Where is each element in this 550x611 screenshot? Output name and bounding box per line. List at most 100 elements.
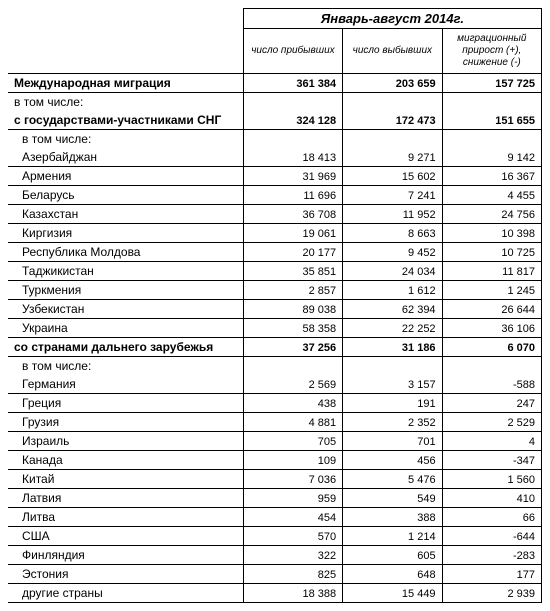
row-label: Таджикистан xyxy=(8,262,243,281)
table-row: Таджикистан35 85124 03411 817 xyxy=(8,262,542,281)
table-row: Эстония825648177 xyxy=(8,565,542,584)
cell-net: 6 070 xyxy=(442,338,541,357)
row-label: Китай xyxy=(8,470,243,489)
cell-departed: 549 xyxy=(343,489,442,508)
cell-arrived: 361 384 xyxy=(243,74,342,93)
table-row: другие страны18 38815 4492 939 xyxy=(8,584,542,603)
cell-net xyxy=(442,130,541,149)
table-row: со странами дальнего зарубежья37 25631 1… xyxy=(8,338,542,357)
cell-arrived: 438 xyxy=(243,394,342,413)
row-label: Киргизия xyxy=(8,224,243,243)
cell-arrived: 2 569 xyxy=(243,375,342,394)
cell-arrived: 18 413 xyxy=(243,148,342,167)
table-row: Литва45438866 xyxy=(8,508,542,527)
cell-net: 11 817 xyxy=(442,262,541,281)
cell-net: 10 725 xyxy=(442,243,541,262)
cell-arrived: 322 xyxy=(243,546,342,565)
cell-net: 4 xyxy=(442,432,541,451)
cell-arrived: 58 358 xyxy=(243,319,342,338)
cell-net: 10 398 xyxy=(442,224,541,243)
cell-departed: 1 214 xyxy=(343,527,442,546)
cell-net: -588 xyxy=(442,375,541,394)
cell-departed: 9 452 xyxy=(343,243,442,262)
table-row: Республика Молдова20 1779 45210 725 xyxy=(8,243,542,262)
cell-departed: 191 xyxy=(343,394,442,413)
row-label: Финляндия xyxy=(8,546,243,565)
cell-departed: 605 xyxy=(343,546,442,565)
cell-departed: 15 602 xyxy=(343,167,442,186)
cell-departed: 31 186 xyxy=(343,338,442,357)
row-label: Казахстан xyxy=(8,205,243,224)
cell-departed: 24 034 xyxy=(343,262,442,281)
cell-arrived xyxy=(243,93,342,112)
table-row: с государствами-участниками СНГ324 12817… xyxy=(8,111,542,130)
row-label: Украина xyxy=(8,319,243,338)
cell-arrived: 109 xyxy=(243,451,342,470)
row-label: Азербайджан xyxy=(8,148,243,167)
cell-net: 177 xyxy=(442,565,541,584)
row-label: Туркмения xyxy=(8,281,243,300)
table-row: Армения31 96915 60216 367 xyxy=(8,167,542,186)
cell-departed: 22 252 xyxy=(343,319,442,338)
cell-net: 151 655 xyxy=(442,111,541,130)
cell-arrived: 324 128 xyxy=(243,111,342,130)
period-title: Январь-август 2014г. xyxy=(243,9,541,29)
table-row: США5701 214-644 xyxy=(8,527,542,546)
cell-departed xyxy=(343,93,442,112)
cell-net: -283 xyxy=(442,546,541,565)
cell-arrived xyxy=(243,357,342,376)
cell-net: 4 455 xyxy=(442,186,541,205)
cell-departed: 648 xyxy=(343,565,442,584)
cell-arrived: 31 969 xyxy=(243,167,342,186)
row-label: Эстония xyxy=(8,565,243,584)
row-label: Канада xyxy=(8,451,243,470)
cell-arrived: 825 xyxy=(243,565,342,584)
cell-departed: 1 612 xyxy=(343,281,442,300)
cell-arrived: 37 256 xyxy=(243,338,342,357)
row-label: Беларусь xyxy=(8,186,243,205)
cell-net: 410 xyxy=(442,489,541,508)
cell-departed: 15 449 xyxy=(343,584,442,603)
row-label: Германия xyxy=(8,375,243,394)
row-label: Республика Молдова xyxy=(8,243,243,262)
table-row: Азербайджан18 4139 2719 142 xyxy=(8,148,542,167)
cell-net: 24 756 xyxy=(442,205,541,224)
table-row: Латвия959549410 xyxy=(8,489,542,508)
cell-departed: 62 394 xyxy=(343,300,442,319)
row-label: Литва xyxy=(8,508,243,527)
cell-arrived: 36 708 xyxy=(243,205,342,224)
cell-arrived xyxy=(243,130,342,149)
cell-net: 66 xyxy=(442,508,541,527)
table-row: Грузия4 8812 3522 529 xyxy=(8,413,542,432)
period-title-row: Январь-август 2014г. xyxy=(8,9,542,29)
cell-departed: 8 663 xyxy=(343,224,442,243)
table-row: Украина58 35822 25236 106 xyxy=(8,319,542,338)
cell-departed: 9 271 xyxy=(343,148,442,167)
table-row: Киргизия19 0618 66310 398 xyxy=(8,224,542,243)
cell-arrived: 89 038 xyxy=(243,300,342,319)
cell-net xyxy=(442,93,541,112)
cell-arrived: 7 036 xyxy=(243,470,342,489)
cell-net: 36 106 xyxy=(442,319,541,338)
row-label: Греция xyxy=(8,394,243,413)
cell-net: 9 142 xyxy=(442,148,541,167)
cell-departed: 3 157 xyxy=(343,375,442,394)
row-label: Узбекистан xyxy=(8,300,243,319)
table-row: Китай7 0365 4761 560 xyxy=(8,470,542,489)
row-label: в том числе: xyxy=(8,357,243,376)
row-label: с государствами-участниками СНГ xyxy=(8,111,243,130)
table-row: Казахстан36 70811 95224 756 xyxy=(8,205,542,224)
cell-arrived: 18 388 xyxy=(243,584,342,603)
header-net: миграционный прирост (+), снижение (-) xyxy=(442,29,541,74)
cell-net: -644 xyxy=(442,527,541,546)
cell-arrived: 35 851 xyxy=(243,262,342,281)
cell-net: -347 xyxy=(442,451,541,470)
table-row: Беларусь11 6967 2414 455 xyxy=(8,186,542,205)
cell-departed: 2 352 xyxy=(343,413,442,432)
cell-arrived: 705 xyxy=(243,432,342,451)
row-label: со странами дальнего зарубежья xyxy=(8,338,243,357)
cell-net: 157 725 xyxy=(442,74,541,93)
cell-net: 2 529 xyxy=(442,413,541,432)
row-label: Латвия xyxy=(8,489,243,508)
cell-departed: 11 952 xyxy=(343,205,442,224)
